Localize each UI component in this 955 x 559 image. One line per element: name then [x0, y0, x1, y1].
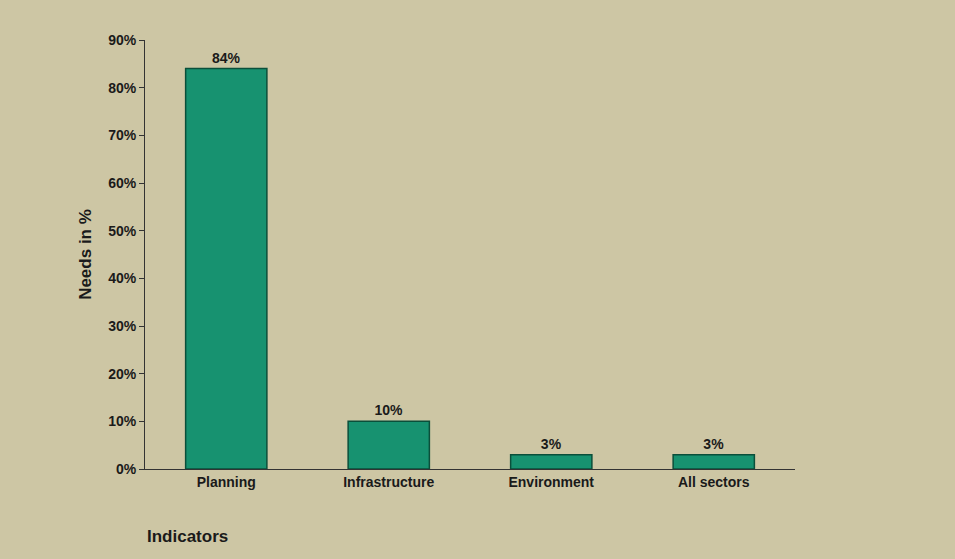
- svg-text:60%: 60%: [108, 175, 137, 191]
- svg-text:30%: 30%: [108, 318, 137, 334]
- svg-text:40%: 40%: [108, 270, 137, 286]
- svg-text:10%: 10%: [108, 413, 137, 429]
- svg-text:3%: 3%: [541, 436, 562, 452]
- svg-text:90%: 90%: [108, 32, 137, 48]
- svg-text:20%: 20%: [108, 366, 137, 382]
- svg-text:Infrastructure: Infrastructure: [343, 474, 434, 490]
- svg-text:Needs in %: Needs in %: [76, 209, 95, 300]
- svg-text:Planning: Planning: [197, 474, 256, 490]
- svg-text:All sectors: All sectors: [678, 474, 750, 490]
- svg-text:0%: 0%: [116, 461, 137, 477]
- svg-text:84%: 84%: [212, 50, 241, 66]
- svg-text:80%: 80%: [108, 80, 137, 96]
- svg-text:3%: 3%: [703, 436, 724, 452]
- svg-text:70%: 70%: [108, 127, 137, 143]
- svg-text:Environment: Environment: [508, 474, 594, 490]
- svg-text:Indicators: Indicators: [147, 527, 228, 546]
- svg-text:10%: 10%: [374, 402, 403, 418]
- svg-text:50%: 50%: [108, 223, 137, 239]
